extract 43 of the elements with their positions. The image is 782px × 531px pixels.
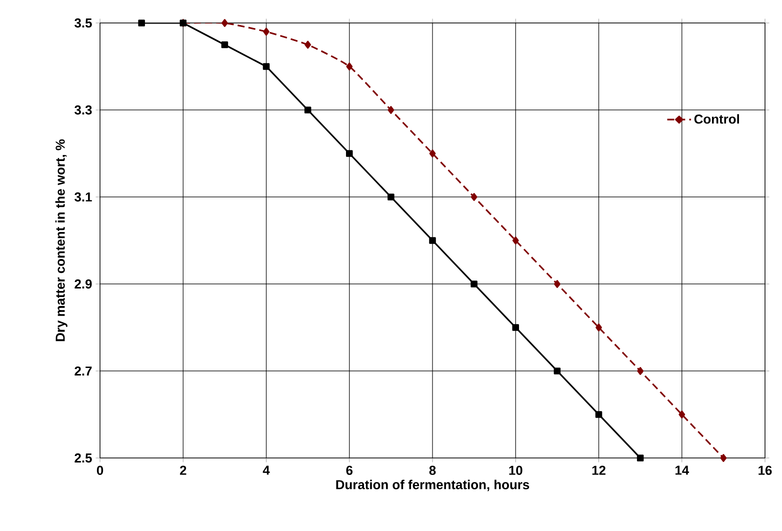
- point: [720, 454, 727, 462]
- point: [429, 237, 436, 244]
- y-tick-label: 3.5: [74, 18, 92, 28]
- point: [346, 62, 353, 70]
- point: [512, 324, 520, 331]
- point: [636, 454, 644, 462]
- point: [470, 192, 478, 201]
- x-tick-label: 14: [675, 466, 690, 475]
- point: [637, 366, 644, 375]
- point: [470, 280, 478, 288]
- point: [429, 149, 436, 158]
- point: [263, 28, 270, 36]
- y-tick-label: 2.9: [74, 279, 92, 289]
- point: [304, 40, 312, 49]
- y-axis-title: Dry matter content in the wort, %: [55, 139, 68, 342]
- point: [222, 18, 228, 27]
- point: [596, 323, 602, 332]
- point: [554, 280, 560, 288]
- point: [262, 63, 270, 70]
- point: [304, 106, 312, 114]
- point: [554, 368, 561, 374]
- x-tick-label: 16: [758, 466, 772, 475]
- point: [388, 106, 394, 114]
- point: [388, 194, 394, 200]
- point: [221, 41, 228, 48]
- y-tick-label: 2.7: [74, 366, 92, 376]
- y-tick-label: 3.3: [74, 105, 92, 115]
- y-tick-label: 3.1: [74, 192, 92, 202]
- point: [595, 411, 602, 418]
- x-tick-label: 2: [180, 466, 186, 475]
- legend-label: Control: [694, 114, 739, 124]
- point: [138, 20, 145, 26]
- x-axis-title: Duration of fermentation, hours: [336, 480, 530, 492]
- x-tick-label: 4: [262, 466, 270, 475]
- point: [678, 410, 686, 418]
- x-tick-label: 6: [346, 466, 353, 475]
- y-tick-label: 2.5: [74, 453, 92, 463]
- x-tick-label: 10: [509, 466, 522, 475]
- x-tick-label: 8: [429, 466, 436, 475]
- x-tick-label: 0: [96, 466, 104, 475]
- point: [346, 150, 353, 157]
- x-tick-label: 12: [592, 466, 606, 475]
- point: [512, 236, 519, 244]
